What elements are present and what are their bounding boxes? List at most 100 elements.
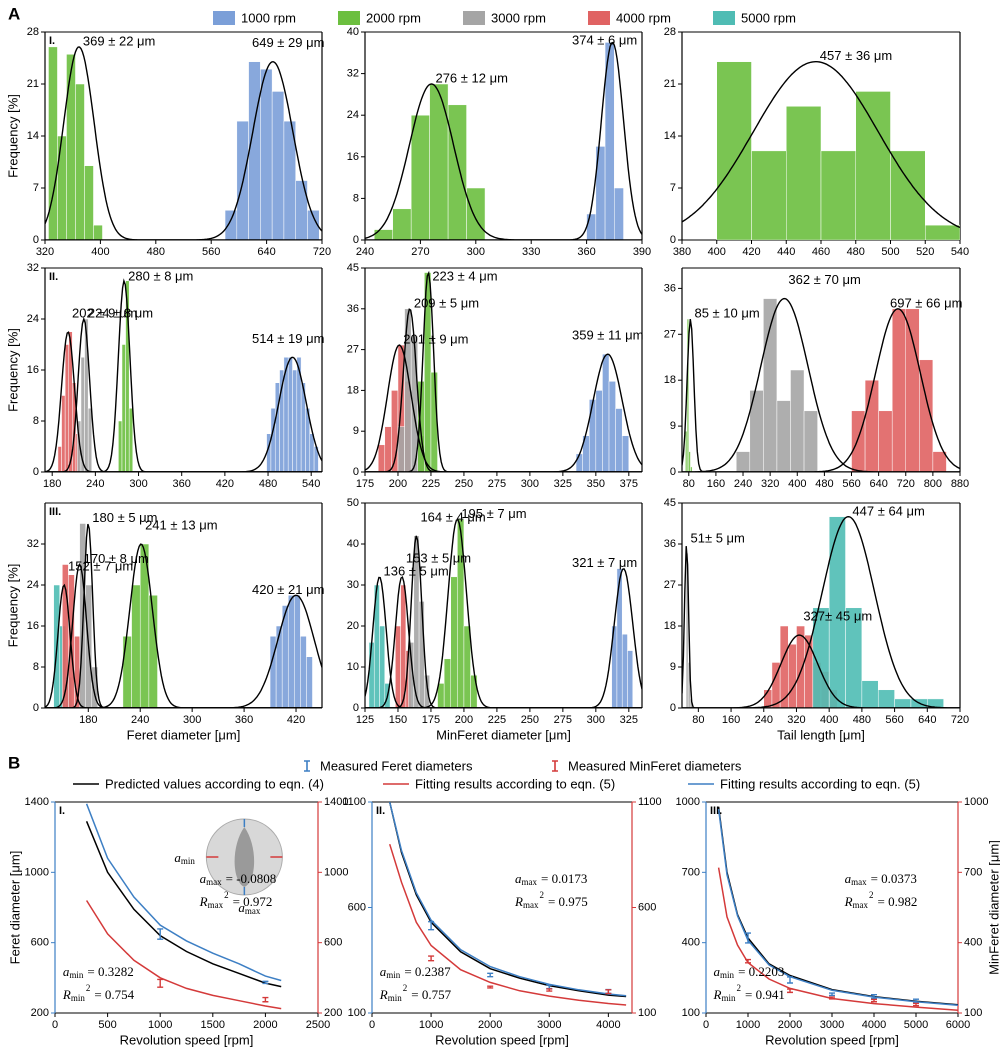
bar xyxy=(463,625,471,708)
bar xyxy=(84,165,94,240)
panel-number: III. xyxy=(49,506,61,518)
y-tick-label: 32 xyxy=(347,68,359,80)
fit-label: 136 ± 5 μm xyxy=(384,563,449,578)
chart-panel: 240 270 300 330 360 390 0 8 16 24 32 40 276 ± 12 μm 3… xyxy=(347,26,651,258)
histogram-series xyxy=(812,516,944,708)
x-tick-label: 1000 xyxy=(148,1019,172,1031)
x-tick-label: 640 xyxy=(918,714,936,726)
x-tick-label: 400 xyxy=(708,246,726,258)
legend-swatch xyxy=(338,11,360,25)
bar xyxy=(776,400,791,472)
bar xyxy=(57,446,62,472)
y-tick-label: 9 xyxy=(353,425,359,437)
x-tick-label: 480 xyxy=(853,714,871,726)
x-tick-label: 150 xyxy=(389,714,407,726)
x-tick-label: 180 xyxy=(43,478,61,490)
x-tick-label: 2000 xyxy=(778,1019,802,1031)
bar xyxy=(820,150,856,240)
fit-label: 201 ± 9 μm xyxy=(403,332,468,347)
y-tick-label: 16 xyxy=(347,151,359,163)
plot-area xyxy=(682,61,960,240)
fit-label: 369 ± 22 μm xyxy=(83,33,155,48)
value-text: = 0.754 xyxy=(94,987,134,1002)
plot-area xyxy=(365,518,642,708)
legend-label: Measured Feret diameters xyxy=(320,759,473,774)
fit-label: 362 ± 70 μm xyxy=(788,272,860,287)
bar xyxy=(864,379,879,472)
bar xyxy=(925,224,960,240)
y-tick-label: 8 xyxy=(33,415,39,427)
fit-line xyxy=(388,843,627,1006)
bar xyxy=(287,595,295,708)
fit-statistic: amin = 0.3282 xyxy=(63,963,134,980)
bar xyxy=(306,656,313,708)
bar xyxy=(275,625,283,708)
x-tick-label: 2000 xyxy=(478,1019,502,1031)
y-tick-label: 0 xyxy=(670,234,676,246)
x-tick-label: 640 xyxy=(869,478,887,490)
bar xyxy=(927,698,944,708)
histogram-series xyxy=(368,584,391,708)
fit-line xyxy=(388,802,627,997)
error-bar xyxy=(829,996,835,1000)
bar xyxy=(803,410,818,472)
x-tick-label: 640 xyxy=(257,246,275,258)
fit-statistic: amin = 0.2387 xyxy=(380,963,451,980)
y-tick-label: 1000 xyxy=(676,796,700,808)
symbol: a xyxy=(515,870,522,885)
x-tick-label: 270 xyxy=(411,246,429,258)
bar xyxy=(447,104,467,240)
bar xyxy=(368,642,375,708)
plot-area xyxy=(365,41,642,240)
subscript: max xyxy=(851,877,867,887)
legend-errorbar xyxy=(552,760,558,772)
bar xyxy=(66,54,76,240)
fit-label: 209 ± 5 μm xyxy=(414,295,479,310)
fit-label: 276 ± 12 μm xyxy=(435,71,507,86)
legend-label: Predicted values according to eqn. (4) xyxy=(105,777,324,792)
subscript: min xyxy=(386,970,401,980)
symbol: a xyxy=(238,900,245,915)
bar xyxy=(292,369,298,472)
fit-curve xyxy=(365,83,642,240)
x-tick-label: 225 xyxy=(422,478,440,490)
fit-statistic: Rmin2 = 0.754 xyxy=(62,983,135,1003)
bar xyxy=(457,519,465,708)
y-tick-label: 0 xyxy=(33,702,39,714)
y-tick-label: 24 xyxy=(27,579,39,591)
x-tick-label: 320 xyxy=(787,714,805,726)
line-series xyxy=(388,802,627,997)
fit-label: 170 ± 8 μm xyxy=(84,551,149,566)
value-text: = 0.972 xyxy=(233,894,273,909)
subscript: max xyxy=(245,906,261,916)
y-axis-label: Frequency [%] xyxy=(6,94,21,178)
y-tick-label: 16 xyxy=(27,364,39,376)
fit-statistic: amax = 0.0173 xyxy=(515,870,587,887)
x-tick-label: 0 xyxy=(369,1019,375,1031)
legend-label: 4000 rpm xyxy=(616,11,671,26)
error-bar xyxy=(546,984,553,990)
bar xyxy=(604,42,615,240)
bar xyxy=(878,410,893,472)
y-tick-label: 14 xyxy=(27,130,39,142)
bar xyxy=(877,689,895,708)
legend-swatch xyxy=(588,11,610,25)
chart-panel: 180 240 300 360 420 480 540 0 8 16 24 32 II. Frequenc… xyxy=(6,262,325,490)
chart-panel: 320 400 480 560 640 720 0 7 14 21 28 I. Frequency [%… xyxy=(6,26,332,258)
fit-label: 374 ± 6 μm xyxy=(572,33,637,48)
x-tick-label: 420 xyxy=(287,714,305,726)
x-tick-label: 720 xyxy=(897,478,915,490)
fit-curve xyxy=(365,353,642,472)
bar xyxy=(418,601,425,708)
bar xyxy=(424,674,430,708)
bar xyxy=(429,83,449,240)
y-tick-label: 18 xyxy=(347,384,359,396)
fit-label: 457 ± 36 μm xyxy=(820,48,892,63)
bar xyxy=(87,408,93,472)
x-tick-label: 275 xyxy=(554,714,572,726)
y-tick-label: 50 xyxy=(347,497,359,509)
x-tick-label: 720 xyxy=(313,246,331,258)
bar xyxy=(125,280,130,472)
x-axis-label: Revolution speed [rpm] xyxy=(120,1033,254,1048)
bar xyxy=(470,674,478,708)
